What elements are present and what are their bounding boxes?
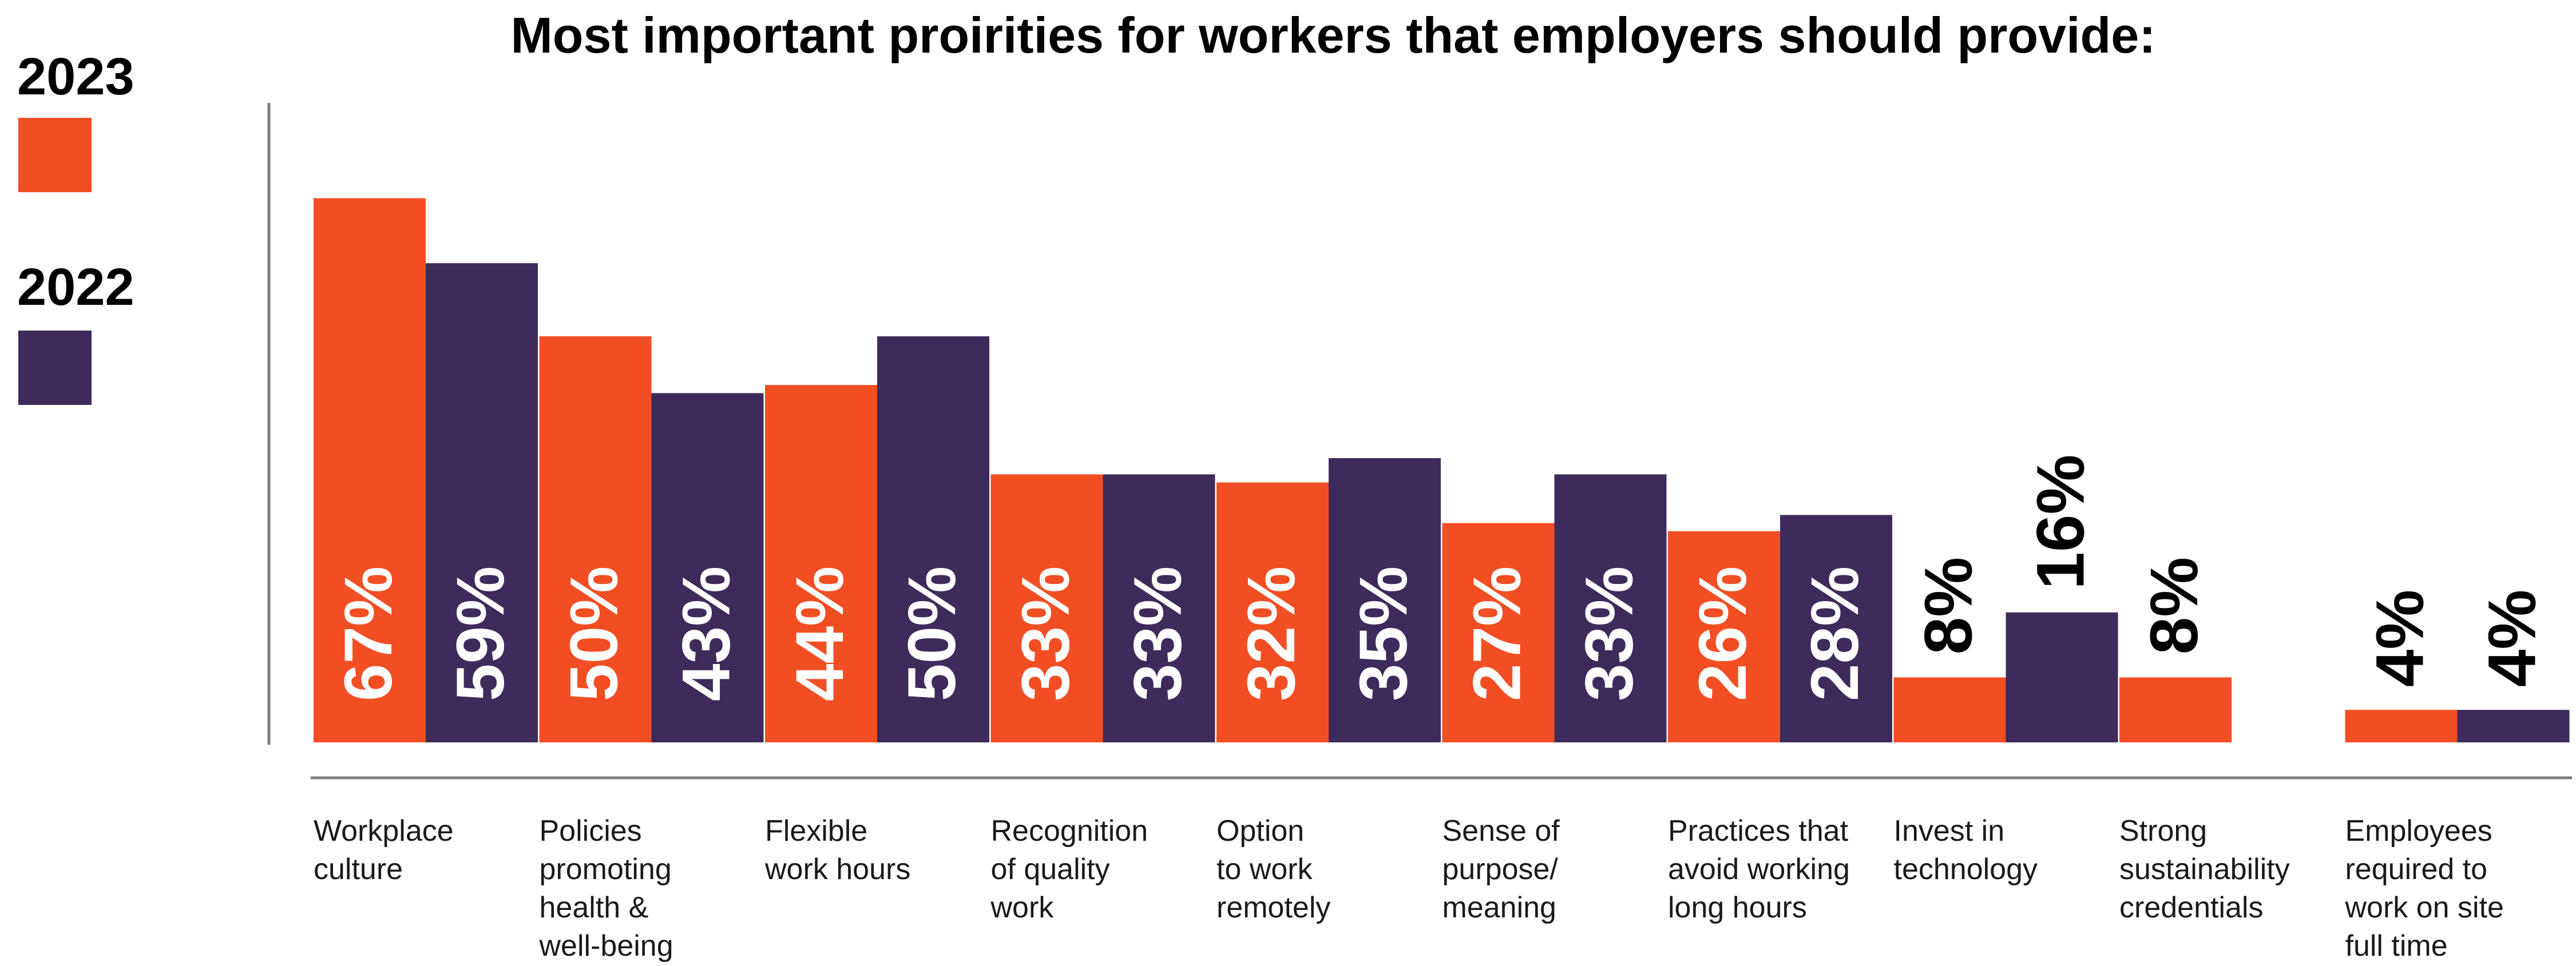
value-label-2023-1: 67% bbox=[331, 566, 406, 701]
bar-2022-5 bbox=[1329, 458, 1441, 742]
value-label-2023-8: 8% bbox=[1911, 557, 1987, 655]
bar-2023-4 bbox=[990, 474, 1103, 742]
legend-label-2022: 2022 bbox=[17, 258, 134, 316]
bar-2023-8 bbox=[1893, 677, 2006, 742]
value-label-2022-5: 35% bbox=[1346, 566, 1421, 701]
bar-2023-10 bbox=[2345, 710, 2458, 742]
category-labels-group: Workplace culture Policies promoting health … bbox=[314, 814, 2504, 963]
value-label-2023-7: 26% bbox=[1685, 566, 1761, 701]
value-label-2022-1: 59% bbox=[443, 566, 518, 701]
bar-2023-3 bbox=[765, 385, 877, 742]
bar-2022-7 bbox=[1780, 515, 1892, 742]
bar-2023-2 bbox=[539, 336, 652, 742]
value-label-2023-9: 8% bbox=[2137, 557, 2212, 655]
bar-2023-1 bbox=[314, 198, 426, 743]
value-label-2022-6: 33% bbox=[1572, 566, 1647, 701]
bar-2023-6 bbox=[1442, 523, 1555, 742]
legend-swatch-2023 bbox=[18, 118, 92, 192]
category-label-3: Flexible work hours bbox=[764, 814, 910, 886]
value-label-2023-4: 33% bbox=[1008, 566, 1084, 701]
legend-swatch-2022 bbox=[18, 331, 92, 405]
category-label-7: Practices that avoid working long hours bbox=[1668, 814, 1850, 924]
category-label-1: Workplace culture bbox=[314, 814, 454, 886]
category-label-5: Option to work remotely bbox=[1216, 814, 1330, 924]
bar-2022-10 bbox=[2457, 710, 2570, 742]
value-label-2023-10: 4% bbox=[2363, 590, 2438, 687]
bar-2023-7 bbox=[1668, 531, 1780, 742]
category-label-10: Employees required to work on site full tim… bbox=[2345, 814, 2504, 963]
bar-2022-2 bbox=[651, 393, 764, 742]
category-label-9: Strong sustainability credentials bbox=[2119, 814, 2290, 924]
bar-2022-8 bbox=[2006, 612, 2118, 742]
value-labels-group: 67% 59% 50% 43% 44% 50% 33% 33% 32% 35% 27% 33% 26% 2… bbox=[331, 455, 2550, 701]
category-label-8: Invest in technology bbox=[1894, 814, 2038, 886]
value-label-2022-10: 4% bbox=[2475, 590, 2550, 687]
bar-2022-4 bbox=[1103, 474, 1215, 742]
bar-2022-3 bbox=[877, 336, 989, 742]
value-label-2022-8: 16% bbox=[2023, 455, 2099, 590]
value-label-2022-4: 33% bbox=[1120, 566, 1196, 701]
value-label-2023-6: 27% bbox=[1460, 566, 1535, 701]
value-label-2022-7: 28% bbox=[1797, 566, 1873, 701]
value-label-2023-5: 32% bbox=[1234, 566, 1309, 701]
legend: 2023 2022 bbox=[17, 47, 134, 405]
value-label-2022-3: 50% bbox=[894, 566, 970, 701]
category-label-2: Policies promoting health & well-being bbox=[539, 814, 673, 963]
legend-label-2023: 2023 bbox=[17, 47, 134, 106]
chart-title: Most important proirities for workers th… bbox=[510, 7, 2155, 63]
category-label-4: Recognition of quality work bbox=[990, 814, 1148, 924]
value-label-2023-3: 44% bbox=[782, 566, 858, 701]
value-label-2022-2: 43% bbox=[669, 566, 744, 701]
bar-2023-9 bbox=[2119, 677, 2232, 742]
value-label-2023-2: 50% bbox=[557, 566, 632, 701]
category-label-6: Sense of purpose/meaning bbox=[1442, 814, 1560, 924]
bar-2022-1 bbox=[426, 263, 538, 742]
bar-2022-6 bbox=[1554, 474, 1667, 742]
bars-group bbox=[314, 198, 2570, 743]
bar-2023-5 bbox=[1216, 482, 1329, 742]
